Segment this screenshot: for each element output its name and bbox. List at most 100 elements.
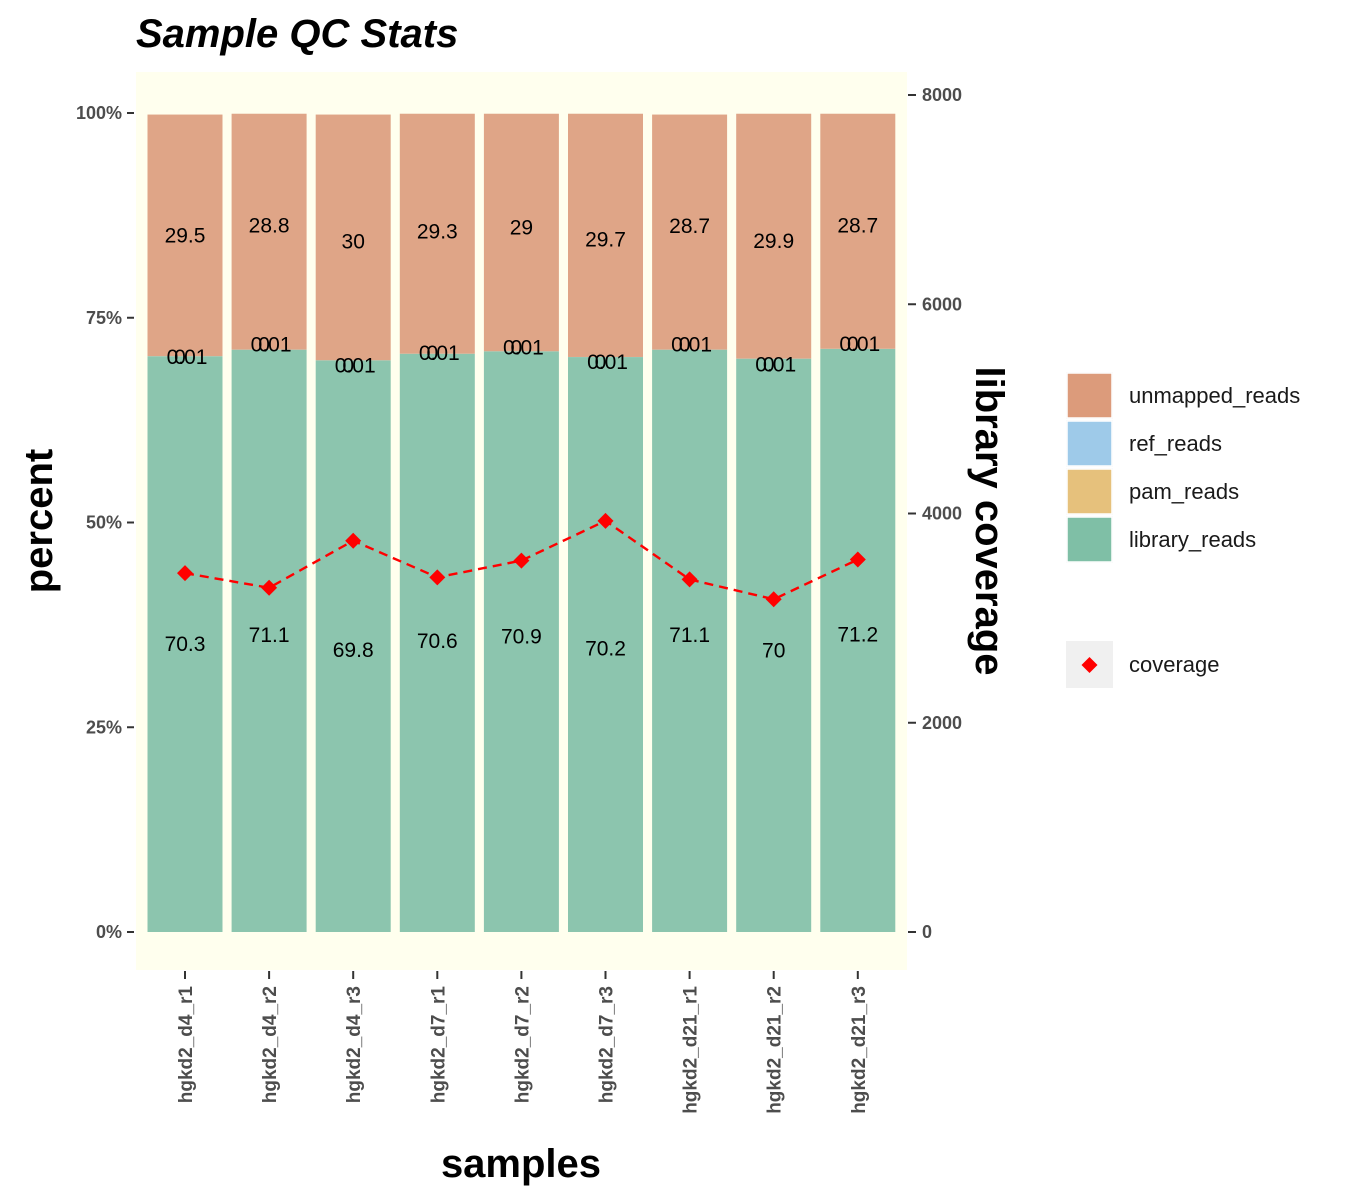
x-tick-label-hgkd2_d4_r3: hgkd2_d4_r3 xyxy=(344,986,365,1103)
label-pam_reads-hgkd2_d21_r1: 0 xyxy=(679,334,691,357)
coverage-point-hgkd2_d21_r1 xyxy=(681,571,698,588)
label-library_reads-hgkd2_d4_r2: 71.1 xyxy=(249,624,290,647)
legend: unmapped_reads ref_reads pam_reads library_… xyxy=(1066,372,1300,688)
y2-axis-title: library coverage xyxy=(967,366,1011,675)
x-tick-label-hgkd2_d4_r1: hgkd2_d4_r1 xyxy=(176,986,197,1104)
legend-marker-coverage xyxy=(1081,657,1098,673)
bar-unmapped_reads-hgkd2_d21_r3 xyxy=(820,113,896,349)
label-unmapped_reads-hgkd2_d21_r1: 28.7 xyxy=(669,215,710,238)
label-unmapped_reads-hgkd2_d21_r3: 28.7 xyxy=(837,214,878,237)
bar-library_reads-hgkd2_d21_r3 xyxy=(820,348,896,932)
legend-label-unmapped_reads: unmapped_reads xyxy=(1129,383,1300,408)
legend-label-coverage: coverage xyxy=(1129,652,1220,677)
bar-unmapped_reads-hgkd2_d7_r1 xyxy=(399,113,475,354)
bar-library_reads-hgkd2_d7_r3 xyxy=(568,357,643,932)
label-ref_reads-hgkd2_d4_r2: 0.01 xyxy=(251,334,292,357)
x-tick-label-hgkd2_d7_r1: hgkd2_d7_r1 xyxy=(428,986,449,1104)
y-tick-label: 25% xyxy=(86,717,122,737)
x-tick-label-hgkd2_d21_r1: hgkd2_d21_r1 xyxy=(681,986,702,1114)
coverage-point-hgkd2_d4_r2 xyxy=(261,579,278,596)
legend-swatch-unmapped_reads xyxy=(1066,372,1113,419)
legend-label-pam_reads: pam_reads xyxy=(1129,479,1239,504)
bar-library_reads-hgkd2_d4_r3 xyxy=(315,360,391,932)
label-ref_reads-hgkd2_d7_r1: 0.01 xyxy=(419,342,460,365)
legend-swatch-library_reads xyxy=(1066,516,1113,563)
y-tick-label: 0% xyxy=(96,922,122,942)
label-pam_reads-hgkd2_d7_r2: 0 xyxy=(511,336,523,359)
bar-unmapped_reads-hgkd2_d21_r2 xyxy=(736,113,812,359)
chart-title: Sample QC Stats xyxy=(136,12,458,56)
x-axis: hgkd2_d4_r1 hgkd2_d4_r2 hgkd2_d4_r3 hgkd2_d… xyxy=(176,971,870,1114)
bars-layer xyxy=(147,113,896,933)
y2-tick-label: 8000 xyxy=(922,85,962,105)
coverage-point-hgkd2_d7_r1 xyxy=(429,569,446,586)
label-library_reads-hgkd2_d21_r3: 71.2 xyxy=(837,623,878,646)
x-tick-label-hgkd2_d7_r2: hgkd2_d7_r2 xyxy=(512,986,533,1103)
label-pam_reads-hgkd2_d21_r3: 0 xyxy=(847,333,859,356)
label-pam_reads-hgkd2_d7_r1: 0 xyxy=(426,342,438,365)
label-library_reads-hgkd2_d4_r1: 70.3 xyxy=(165,633,206,656)
bar-unmapped_reads-hgkd2_d21_r1 xyxy=(652,114,728,350)
label-ref_reads-hgkd2_d7_r3: 0.01 xyxy=(587,351,628,374)
label-unmapped_reads-hgkd2_d4_r2: 28.8 xyxy=(249,215,290,238)
y-tick-label: 75% xyxy=(86,308,122,328)
bar-unmapped_reads-hgkd2_d7_r2 xyxy=(483,113,559,352)
label-pam_reads-hgkd2_d4_r3: 0 xyxy=(342,354,354,377)
legend-label-ref_reads: ref_reads xyxy=(1129,431,1222,456)
x-tick-label-hgkd2_d4_r2: hgkd2_d4_r2 xyxy=(260,986,281,1103)
x-axis-title: samples xyxy=(441,1142,601,1186)
label-ref_reads-hgkd2_d21_r3: 0.01 xyxy=(839,333,880,356)
coverage-point-hgkd2_d21_r3 xyxy=(849,551,866,568)
label-library_reads-hgkd2_d7_r2: 70.9 xyxy=(501,626,542,649)
label-ref_reads-hgkd2_d21_r1: 0.01 xyxy=(671,334,712,357)
label-unmapped_reads-hgkd2_d21_r2: 29.9 xyxy=(753,230,794,253)
coverage-line-layer xyxy=(177,512,866,608)
bar-unmapped_reads-hgkd2_d4_r2 xyxy=(231,113,307,350)
x-tick-label-hgkd2_d21_r2: hgkd2_d21_r2 xyxy=(765,986,786,1114)
y-tick-label: 50% xyxy=(86,513,122,533)
label-pam_reads-hgkd2_d21_r2: 0 xyxy=(763,354,775,377)
x-tick-label-hgkd2_d21_r3: hgkd2_d21_r3 xyxy=(849,986,870,1114)
label-ref_reads-hgkd2_d4_r3: 0.01 xyxy=(335,354,376,377)
label-ref_reads-hgkd2_d4_r1: 0.01 xyxy=(167,346,208,369)
y2-tick-label: 0 xyxy=(922,922,932,942)
left-axis: 0% 25% 50% 75% 100% xyxy=(76,103,134,942)
y-tick-label: 100% xyxy=(76,103,122,123)
coverage-point-hgkd2_d4_r1 xyxy=(177,565,193,582)
label-pam_reads-hgkd2_d7_r3: 0 xyxy=(595,351,607,374)
segment-labels-layer: 70.329.500.0171.128.800.0169.83000.0170.… xyxy=(165,214,881,662)
label-pam_reads-hgkd2_d4_r2: 0 xyxy=(258,334,270,357)
coverage-point-hgkd2_d7_r2 xyxy=(513,552,530,569)
label-pam_reads-hgkd2_d4_r1: 0 xyxy=(174,346,186,369)
label-library_reads-hgkd2_d4_r3: 69.8 xyxy=(333,639,374,662)
bar-library_reads-hgkd2_d21_r1 xyxy=(652,349,728,932)
label-library_reads-hgkd2_d21_r1: 71.1 xyxy=(669,624,710,647)
coverage-point-hgkd2_d21_r2 xyxy=(765,591,782,608)
right-axis: 0 2000 4000 6000 8000 xyxy=(908,85,962,942)
label-unmapped_reads-hgkd2_d4_r3: 30 xyxy=(342,230,365,253)
label-library_reads-hgkd2_d7_r3: 70.2 xyxy=(585,638,626,661)
bar-unmapped_reads-hgkd2_d4_r3 xyxy=(315,114,391,361)
legend-swatch-pam_reads xyxy=(1066,468,1113,515)
label-unmapped_reads-hgkd2_d7_r3: 29.7 xyxy=(585,228,626,251)
bar-unmapped_reads-hgkd2_d4_r1 xyxy=(147,114,223,357)
label-unmapped_reads-hgkd2_d7_r1: 29.3 xyxy=(417,221,458,244)
y-axis-title: percent xyxy=(17,449,61,594)
y2-tick-label: 2000 xyxy=(922,713,962,733)
bar-library_reads-hgkd2_d21_r2 xyxy=(736,358,812,932)
legend-label-library_reads: library_reads xyxy=(1129,527,1256,552)
bar-library_reads-hgkd2_d7_r2 xyxy=(483,351,559,933)
y2-tick-label: 6000 xyxy=(922,294,962,314)
label-library_reads-hgkd2_d7_r1: 70.6 xyxy=(417,630,458,653)
bar-library_reads-hgkd2_d4_r2 xyxy=(231,349,307,932)
label-ref_reads-hgkd2_d21_r2: 0.01 xyxy=(755,354,796,377)
legend-swatch-ref_reads xyxy=(1066,420,1113,467)
y2-tick-label: 4000 xyxy=(922,504,962,524)
coverage-point-hgkd2_d4_r3 xyxy=(345,532,362,549)
bar-unmapped_reads-hgkd2_d7_r3 xyxy=(568,113,643,357)
label-ref_reads-hgkd2_d7_r2: 0.01 xyxy=(503,336,544,359)
bar-library_reads-hgkd2_d7_r1 xyxy=(399,353,475,932)
label-unmapped_reads-hgkd2_d7_r2: 29 xyxy=(510,216,533,239)
x-tick-label-hgkd2_d7_r3: hgkd2_d7_r3 xyxy=(597,986,618,1103)
